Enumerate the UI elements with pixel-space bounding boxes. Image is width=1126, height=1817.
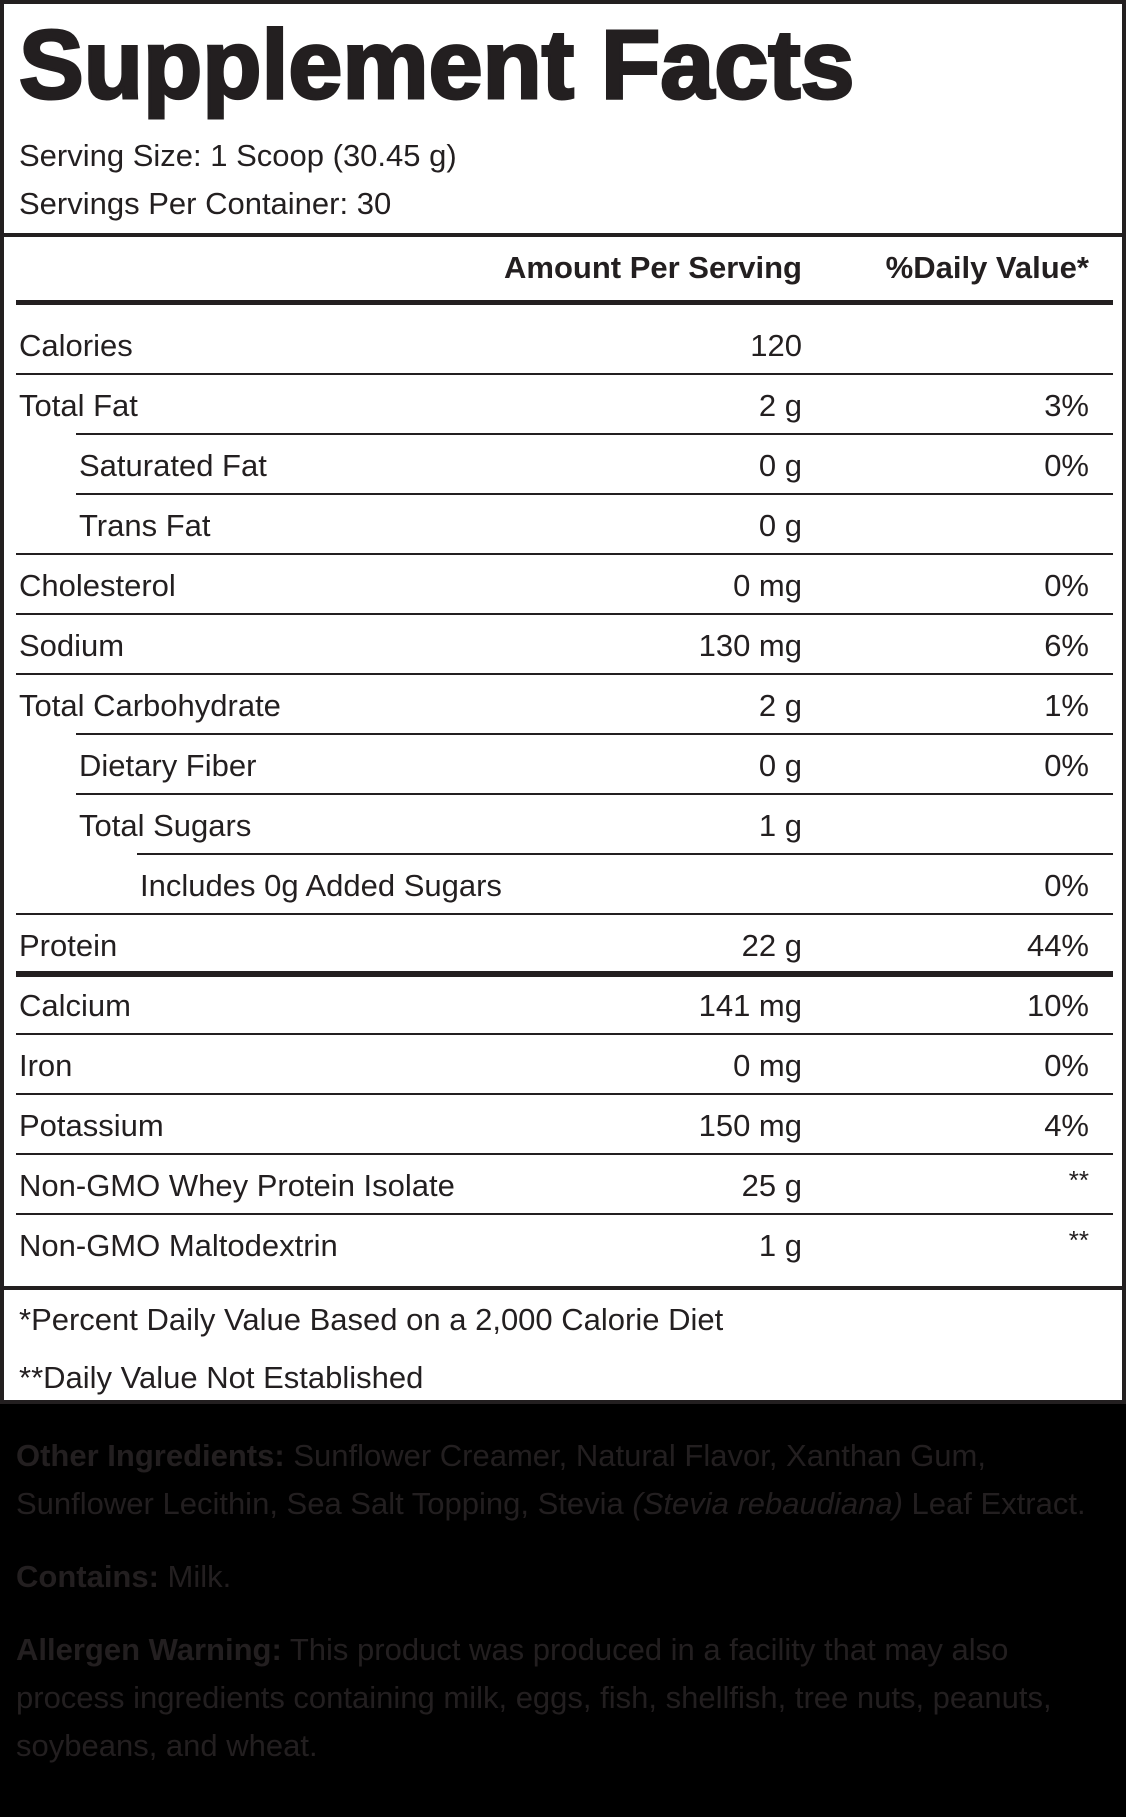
other-ingredients-text: Sunflower Creamer, Natural Flavor, Xanth… <box>16 1438 986 1521</box>
nutrient-name: Cholesterol <box>19 568 176 603</box>
other-ingredients-label: Other Ingredients: <box>16 1438 285 1473</box>
table-row: Total Sugars 1 g <box>4 795 1122 855</box>
footnote-not-established: **Daily Value Not Established <box>19 1360 424 1395</box>
nutrient-amount: 2 g <box>758 688 802 723</box>
nutrient-daily-value: 0% <box>1044 568 1089 603</box>
contains: Contains: Milk. <box>16 1553 1116 1601</box>
nutrient-daily-value: 4% <box>1044 1108 1089 1143</box>
table-row: Non-GMO Whey Protein Isolate 25 g ** <box>4 1155 1122 1215</box>
row-divider <box>16 373 1113 375</box>
nutrient-amount: 22 g <box>741 928 802 963</box>
table-row: Sodium 130 mg 6% <box>4 615 1122 675</box>
nutrient-daily-value: 0% <box>1044 748 1089 783</box>
contains-text: Milk. <box>158 1559 232 1594</box>
serving-size: Serving Size: 1 Scoop (30.45 g) <box>19 138 457 173</box>
header-rule <box>16 300 1113 305</box>
contains-label: Contains: <box>16 1559 159 1594</box>
nutrient-name: Total Carbohydrate <box>19 688 281 723</box>
nutrient-daily-value: ** <box>1068 1165 1089 1195</box>
row-divider <box>16 1033 1113 1035</box>
nutrient-daily-value: 44% <box>1026 928 1089 963</box>
row-divider <box>76 733 1113 735</box>
nutrient-name: Sodium <box>19 628 125 663</box>
nutrient-name: Non-GMO Maltodextrin <box>19 1228 338 1263</box>
nutrient-amount: 0 mg <box>733 568 802 603</box>
nutrient-amount: 130 mg <box>698 628 802 663</box>
allergen-warning: Allergen Warning: This product was produ… <box>16 1626 1116 1770</box>
nutrient-daily-value: 0% <box>1044 448 1089 483</box>
table-row: Total Fat 2 g 3% <box>4 375 1122 435</box>
row-divider <box>16 1213 1113 1215</box>
table-row: Cholesterol 0 mg 0% <box>4 555 1122 615</box>
column-header-daily-value: %Daily Value* <box>885 250 1089 285</box>
nutrient-name: Potassium <box>19 1108 164 1143</box>
table-row: Calcium 141 mg 10% <box>4 975 1122 1035</box>
nutrient-daily-value: 3% <box>1044 388 1089 423</box>
allergen-warning-label: Allergen Warning: <box>16 1632 282 1667</box>
nutrient-amount: 0 g <box>758 448 802 483</box>
nutrient-name: Total Sugars <box>79 808 252 843</box>
nutrient-name: Includes 0g Added Sugars <box>140 868 502 903</box>
row-divider <box>137 853 1113 855</box>
other-ingredients: Other Ingredients: Sunflower Creamer, Na… <box>16 1432 1116 1528</box>
nutrient-amount: 1 g <box>758 808 802 843</box>
table-row: Non-GMO Maltodextrin 1 g ** <box>4 1215 1122 1275</box>
row-divider <box>16 1093 1113 1095</box>
nutrient-daily-value: 0% <box>1044 1048 1089 1083</box>
row-divider <box>16 673 1113 675</box>
nutrient-name: Total Fat <box>19 388 138 423</box>
table-row: Protein 22 g 44% <box>4 915 1122 977</box>
nutrient-name: Calcium <box>19 988 131 1023</box>
nutrient-name: Calories <box>19 328 133 363</box>
nutrient-name: Dietary Fiber <box>79 748 257 783</box>
nutrient-amount: 141 mg <box>698 988 802 1023</box>
table-row: Calories 120 <box>4 315 1122 375</box>
table-row: Includes 0g Added Sugars 0% <box>4 855 1122 915</box>
nutrient-amount: 1 g <box>758 1228 802 1263</box>
nutrient-name: Trans Fat <box>79 508 211 543</box>
servings-per-container: Servings Per Container: 30 <box>19 186 392 221</box>
table-row: Saturated Fat 0 g 0% <box>4 435 1122 495</box>
nutrient-daily-value: 0% <box>1044 868 1089 903</box>
thick-divider <box>16 971 1113 977</box>
nutrient-amount: 0 g <box>758 508 802 543</box>
nutrient-amount: 120 <box>750 328 802 363</box>
label-title: Supplement Facts <box>17 9 855 121</box>
nutrient-daily-value: 6% <box>1044 628 1089 663</box>
row-divider <box>76 493 1113 495</box>
nutrient-amount: 25 g <box>741 1168 802 1203</box>
row-divider <box>16 613 1113 615</box>
table-row: Iron 0 mg 0% <box>4 1035 1122 1095</box>
allergen-warning-text: This product was produced in a facility … <box>16 1632 1052 1763</box>
nutrient-daily-value: 10% <box>1026 988 1089 1023</box>
nutrient-name: Non-GMO Whey Protein Isolate <box>19 1168 455 1203</box>
row-divider <box>16 913 1113 915</box>
table-row: Dietary Fiber 0 g 0% <box>4 735 1122 795</box>
footnote-daily-value: *Percent Daily Value Based on a 2,000 Ca… <box>19 1302 724 1337</box>
nutrient-amount: 150 mg <box>698 1108 802 1143</box>
nutrient-amount: 0 g <box>758 748 802 783</box>
row-divider <box>16 1153 1113 1155</box>
row-divider <box>76 433 1113 435</box>
table-row: Trans Fat 0 g <box>4 495 1122 555</box>
nutrient-name: Protein <box>19 928 118 963</box>
table-row: Total Carbohydrate 2 g 1% <box>4 675 1122 735</box>
supplement-facts-panel: Supplement Facts Serving Size: 1 Scoop (… <box>0 0 1126 1404</box>
ingredients-section: Other Ingredients: Sunflower Creamer, Na… <box>16 1432 1116 1795</box>
nutrient-name: Iron <box>19 1048 73 1083</box>
column-header-amount: Amount Per Serving <box>504 250 802 285</box>
other-ingredients-text-end: Leaf Extract. <box>902 1486 1086 1521</box>
table-row: Potassium 150 mg 4% <box>4 1095 1122 1155</box>
table-bottom-rule <box>4 1286 1122 1290</box>
nutrient-amount: 2 g <box>758 388 802 423</box>
row-divider <box>76 793 1113 795</box>
divider <box>4 233 1122 237</box>
stevia-botanical-name: (Stevia rebaudiana) <box>632 1486 903 1521</box>
nutrient-daily-value: ** <box>1068 1225 1089 1255</box>
nutrient-name: Saturated Fat <box>79 448 267 483</box>
nutrient-daily-value: 1% <box>1044 688 1089 723</box>
row-divider <box>16 553 1113 555</box>
nutrient-amount: 0 mg <box>733 1048 802 1083</box>
